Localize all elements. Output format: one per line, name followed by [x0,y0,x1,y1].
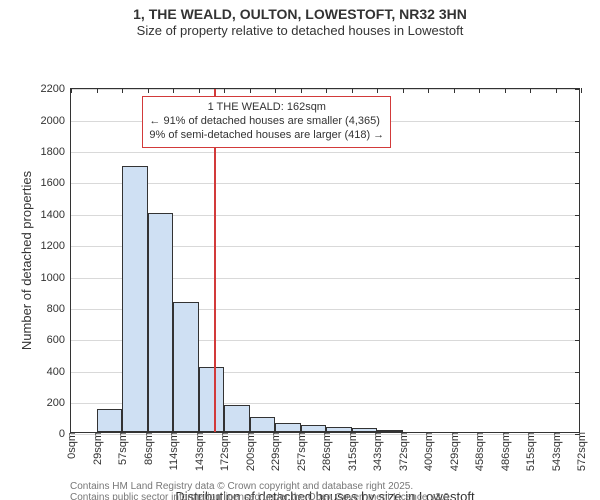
y-tick-mark [575,278,580,279]
bar [148,213,174,433]
x-tick-mark [428,88,429,93]
x-tick-label: 486sqm [498,432,512,471]
y-tick-label: 1000 [41,272,71,284]
y-tick-mark [575,89,580,90]
y-tick-label: 2000 [41,115,71,127]
x-tick-mark [148,88,149,93]
x-tick-label: 114sqm [166,432,180,470]
x-tick-label: 372sqm [396,432,410,471]
bar [97,409,123,433]
x-tick-label: 86sqm [141,432,155,465]
bar [173,302,199,432]
x-tick-mark [250,88,251,93]
x-tick-mark [556,88,557,93]
x-tick-mark [505,88,506,93]
chart-title: 1, THE WEALD, OULTON, LOWESTOFT, NR32 3H… [0,6,600,23]
gridline [71,152,579,153]
y-tick-label: 400 [47,366,71,378]
x-tick-label: 257sqm [294,432,308,471]
y-tick-mark [575,183,580,184]
x-tick-mark [275,88,276,93]
x-tick-mark [326,88,327,93]
y-tick-mark [575,372,580,373]
bar [250,417,276,433]
y-tick-label: 200 [47,397,71,409]
y-tick-mark [575,246,580,247]
annotation-line: 1 THE WEALD: 162sqm [149,101,384,115]
x-tick-label: 286sqm [319,432,333,471]
x-tick-mark [352,88,353,93]
y-tick-mark [575,152,580,153]
x-tick-label: 429sqm [447,432,461,471]
plot-region: 1 THE WEALD: 162sqm← 91% of detached hou… [70,88,580,433]
x-tick-mark [173,88,174,93]
x-tick-label: 29sqm [90,432,104,465]
chart-subtitle: Size of property relative to detached ho… [0,23,600,39]
bar [275,423,301,432]
x-tick-mark [224,88,225,93]
footer: Contains HM Land Registry data © Crown c… [70,481,580,500]
x-tick-mark [199,88,200,93]
x-tick-label: 200sqm [243,432,257,471]
y-tick-mark [575,309,580,310]
x-tick-label: 572sqm [574,432,588,471]
y-tick-label: 800 [47,303,71,315]
y-tick-label: 1400 [41,209,71,221]
y-tick-label: 600 [47,334,71,346]
y-tick-mark [575,340,580,341]
x-tick-label: 0sqm [64,432,78,459]
x-tick-label: 458sqm [472,432,486,471]
x-tick-label: 143sqm [192,432,206,471]
x-tick-label: 229sqm [268,432,282,471]
x-tick-mark [454,88,455,93]
bar [199,367,225,433]
footer-line-2: Contains public sector information licen… [70,492,580,500]
x-tick-mark [479,88,480,93]
bar [122,166,148,433]
x-tick-label: 343sqm [370,432,384,471]
y-tick-label: 2200 [41,83,71,95]
x-tick-mark [530,88,531,93]
y-tick-mark [575,215,580,216]
x-tick-label: 543sqm [549,432,563,471]
y-tick-mark [575,403,580,404]
x-tick-label: 515sqm [523,432,537,471]
x-tick-label: 315sqm [345,432,359,471]
y-tick-label: 1600 [41,177,71,189]
x-tick-label: 400sqm [421,432,435,471]
y-axis-label: Number of detached properties [19,88,34,433]
bar [224,405,250,432]
x-tick-mark [71,88,72,93]
x-tick-mark [377,88,378,93]
footer-line-1: Contains HM Land Registry data © Crown c… [70,481,580,492]
title-line-2: Size of property relative to detached ho… [137,23,464,38]
annotation-line: ← 91% of detached houses are smaller (4,… [149,115,384,129]
x-tick-mark [403,88,404,93]
x-tick-mark [97,88,98,93]
title-line-1: 1, THE WEALD, OULTON, LOWESTOFT, NR32 3H… [133,6,467,22]
x-tick-label: 172sqm [217,432,231,471]
y-tick-label: 1200 [41,240,71,252]
annotation-box: 1 THE WEALD: 162sqm← 91% of detached hou… [142,96,391,147]
annotation-line: 9% of semi-detached houses are larger (4… [149,129,384,143]
x-tick-mark [301,88,302,93]
x-tick-label: 57sqm [115,432,129,465]
x-tick-mark [122,88,123,93]
x-tick-mark [581,88,582,93]
y-tick-mark [575,121,580,122]
y-tick-label: 1800 [41,146,71,158]
